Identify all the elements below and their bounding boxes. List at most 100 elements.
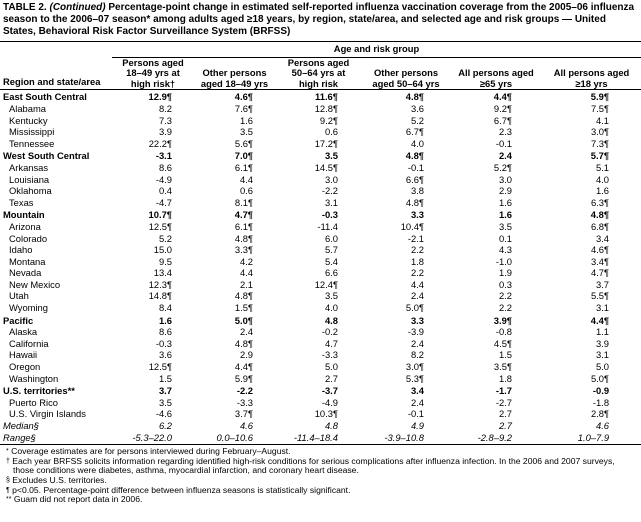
- row: Utah 14.8¶ 4.8¶ 3.5 2.4 2.2 5.5¶: [0, 290, 641, 302]
- cell: -0.3: [155, 337, 172, 349]
- row-label: Idaho: [9, 244, 33, 256]
- column-header: Other persons aged 18–49 yrs: [194, 57, 275, 91]
- spanner: Age and risk group: [112, 42, 641, 58]
- footnote: * Coverage estimates are for persons int…: [3, 446, 638, 457]
- cell: 4.8: [324, 314, 338, 326]
- cell: 2.4: [410, 290, 424, 302]
- cell: 12.5¶: [148, 361, 172, 373]
- cell: -0.3: [321, 209, 338, 221]
- cell: -2.7: [495, 396, 512, 408]
- cell: 3.4¶: [590, 255, 610, 267]
- row-label: Oregon: [9, 361, 41, 373]
- cell: 5.7: [324, 244, 338, 256]
- cell: 3.3: [410, 209, 424, 221]
- cell: 6.8¶: [590, 220, 610, 232]
- cell: 8.2: [158, 102, 172, 114]
- cell: 3.6: [158, 349, 172, 361]
- row: Idaho 15.0 3.3¶ 5.7 2.2 4.3 4.6¶: [0, 244, 641, 256]
- cell: 4.4¶: [590, 314, 610, 326]
- footnote-text: Coverage estimates are for persons inter…: [11, 446, 291, 457]
- cell: 4.7¶: [234, 209, 253, 221]
- cell: -0.1: [495, 137, 512, 149]
- row-label: New Mexico: [9, 278, 61, 290]
- cell: 17.2¶: [314, 137, 338, 149]
- row: Montana 9.5 4.2 5.4 1.8 -1.0 3.4¶: [0, 256, 641, 268]
- cell: 22.2¶: [148, 137, 172, 149]
- cell: 5.1: [595, 161, 610, 173]
- cell: 3.5¶: [493, 361, 512, 373]
- row-label: Arizona: [9, 220, 41, 232]
- row: East South Central 12.9¶ 4.6¶ 11.6¶ 4.8¶ 4.4¶…: [0, 90, 641, 103]
- row-label: U.S. Virgin Islands: [9, 408, 86, 420]
- cell: 4.1: [595, 114, 610, 126]
- cell: 3.9¶: [493, 314, 512, 326]
- cell: -3.3: [321, 349, 338, 361]
- cell: 12.5¶: [148, 220, 172, 232]
- row: California -0.3 4.8¶ 4.7 2.4 4.5¶ 3.9: [0, 338, 641, 350]
- cell: 5.5¶: [590, 290, 610, 302]
- cell: -2.8–9.2: [450, 431, 542, 446]
- row-label: East South Central: [3, 91, 87, 103]
- cell: 4.8: [324, 420, 338, 431]
- cell: -2.2: [236, 385, 253, 397]
- row-label: Median§: [3, 420, 39, 431]
- title: TABLE 2. (Continued) Percentage-point ch…: [0, 0, 641, 40]
- cell: 2.7: [324, 372, 338, 384]
- rule: [0, 41, 641, 42]
- cell: 2.2: [410, 267, 424, 279]
- row: Colorado 5.2 4.8¶ 6.0 -2.1 0.1 3.4: [0, 233, 641, 245]
- row-label: Washington: [9, 372, 59, 384]
- cell: 1.6: [498, 196, 512, 208]
- row-label: Texas: [9, 196, 34, 208]
- cell: -2.2: [321, 185, 338, 197]
- cell: 4.8¶: [405, 150, 424, 162]
- footnote-symbol: *: [6, 448, 9, 456]
- cell: 6.6¶: [405, 173, 424, 185]
- cell: 13.4: [153, 267, 172, 279]
- row: Nevada 13.4 4.4 6.6 2.2 1.9 4.7¶: [0, 267, 641, 279]
- footnote: ** Guam did not report data in 2006.: [3, 494, 638, 505]
- cell: 2.7: [498, 408, 512, 420]
- cell: 8.4: [158, 302, 172, 314]
- row-label: Range§: [0, 431, 112, 446]
- cell: 3.5: [324, 290, 338, 302]
- cell: 10.7¶: [148, 209, 172, 221]
- cell: 2.9: [498, 185, 512, 197]
- footnote-text: Guam did not report data in 2006.: [13, 494, 143, 505]
- footnote-text: Each year BRFSS solicits information reg…: [12, 455, 615, 476]
- cell: 12.9¶: [148, 91, 172, 103]
- cell: 4.6: [595, 420, 610, 431]
- cell: -3.9: [407, 326, 424, 338]
- cell: -0.1: [407, 161, 424, 173]
- cell: 3.4: [410, 385, 424, 397]
- cell: 4.4: [410, 278, 424, 290]
- row: U.S. Virgin Islands -4.6 3.7¶ 10.3¶ -0.1 2.7 2…: [0, 408, 641, 420]
- cell: 5.0: [595, 361, 610, 373]
- cell: 3.5: [324, 150, 338, 162]
- row: New Mexico 12.3¶ 2.1 12.4¶ 4.4 0.3 3.7: [0, 279, 641, 291]
- footnote-symbol: †: [6, 457, 10, 465]
- row: Tennessee 22.2¶ 5.6¶ 17.2¶ 4.0 -0.1 7.3¶: [0, 138, 641, 150]
- row: West South Central -3.1 7.0¶ 3.5 4.8¶ 2.4 5.7¶: [0, 149, 641, 162]
- cell: -1.8: [592, 396, 610, 408]
- row-label: Arkansas: [9, 161, 49, 173]
- cell: 3.1: [595, 349, 610, 361]
- cell: 14.5¶: [314, 161, 338, 173]
- cell: 3.4: [595, 232, 610, 244]
- cell: 10.3¶: [314, 408, 338, 420]
- cell: 5.2: [158, 232, 172, 244]
- cell: 3.7¶: [234, 408, 253, 420]
- cell: 7.0¶: [234, 150, 253, 162]
- cell: 4.4¶: [234, 361, 253, 373]
- cell: 1.5¶: [234, 302, 253, 314]
- cell: 5.2¶: [493, 161, 512, 173]
- cell: -0.2: [321, 326, 338, 338]
- cell: 0.0–10.6: [194, 431, 275, 446]
- cell: 3.7: [595, 278, 610, 290]
- cell: 2.3: [498, 126, 512, 138]
- row-label: Alabama: [9, 102, 47, 114]
- cell: 3.5: [498, 220, 512, 232]
- cell: 6.6: [324, 267, 338, 279]
- cell: -1.0: [495, 255, 512, 267]
- cell: 10.4¶: [400, 220, 424, 232]
